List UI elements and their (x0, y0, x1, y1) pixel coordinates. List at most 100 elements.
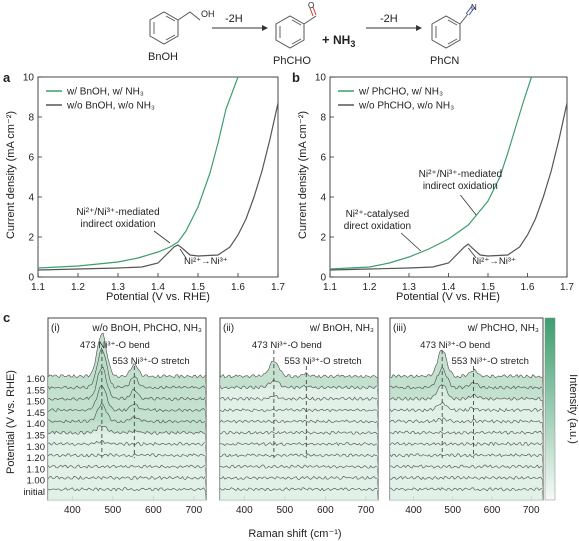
legend-entry-a: w/ BnOH, w/ NH₃ (66, 87, 144, 98)
xtick-label-a: 1.2 (71, 282, 85, 293)
band-label-553: 553 Ni³⁺-O stretch (284, 356, 361, 367)
spectrum-fill-1 (48, 348, 206, 400)
annotation-b: Ni²⁺-catalysed (346, 209, 410, 220)
bnoh-substituent: OH (201, 9, 215, 19)
spectrum-fill-2 (220, 465, 378, 479)
potential-label: 1.40 (27, 419, 46, 430)
panel-label-b: b (292, 70, 300, 85)
xtick-label-b: 1.6 (521, 282, 535, 293)
spectrum-line-1 (47, 464, 206, 469)
spectrum-fill-1 (48, 385, 206, 423)
spectrum-fill-1 (48, 487, 206, 502)
series-line-b-1 (329, 102, 568, 271)
phcn-label: PhCN (430, 55, 459, 67)
spectrum-fill-3 (390, 384, 543, 411)
colorbar (544, 317, 556, 501)
molecule-bnoh: OH BnOH (148, 9, 215, 63)
spectrum-line-3 (389, 475, 543, 480)
spectrum-line-1 (47, 385, 206, 413)
potential-label: 1.55 (27, 385, 46, 396)
raman-title: w/o BnOH, PhCHO, NH₃ (91, 323, 202, 334)
potential-label: 1.35 (27, 431, 46, 442)
spectrum-line-3 (389, 453, 543, 458)
xtick-label-c: 600 (484, 505, 501, 516)
band-label-473: 473 Ni³⁺-O bend (420, 340, 490, 351)
spectrum-line-2 (219, 453, 378, 458)
spectrum-fill-1 (48, 367, 206, 411)
spectrum-fill-2 (220, 408, 378, 423)
spectrum-fill-3 (390, 367, 543, 400)
potential-label: 1.00 (27, 476, 46, 487)
annotation-arrow-b (460, 194, 477, 216)
raman-tag: (i) (51, 323, 60, 334)
spectrum-fill-3 (390, 453, 543, 468)
annotation-arrow-a (179, 248, 187, 259)
potential-label: initial (23, 487, 45, 498)
spectrum-line-3 (389, 464, 543, 469)
panel-b: b Current density (mA cm⁻²) Potential (V… (292, 70, 574, 303)
spectrum-fill-2 (220, 476, 378, 490)
step2-label: -2H (380, 13, 398, 25)
annotation-arrow-a (153, 230, 171, 244)
xtick-label-a: 1.3 (111, 282, 125, 293)
phcn-substituent: N (471, 3, 477, 12)
annotation-b: Ni²⁺→Ni³⁺ (472, 256, 516, 267)
spectrum-line-2 (219, 379, 378, 390)
xtick-label-a: 1.1 (31, 282, 45, 293)
spectrum-line-1 (47, 347, 206, 390)
xtick-label-a: 1.4 (151, 282, 165, 293)
ytick-label-b: 0 (320, 273, 326, 284)
band-label-553: 553 Ni³⁺-O stretch (452, 356, 529, 367)
spectrum-line-1 (48, 366, 206, 401)
raman-title: w/ BnOH, NH₃ (309, 323, 374, 334)
phcho-label: PhCHO (273, 55, 311, 67)
spectrum-fill-2 (220, 379, 378, 400)
spectrum-line-1 (47, 402, 206, 424)
ytick-label-a: 6 (28, 153, 34, 164)
xtick-label-c: 400 (64, 505, 81, 516)
spectrum-fill-3 (390, 476, 543, 490)
xtick-label-c: 500 (276, 505, 293, 516)
xtick-label-b: 1.7 (560, 282, 574, 293)
spectrum-fill-3 (390, 402, 543, 423)
plus-sign: + (322, 32, 330, 47)
spectrum-line-3 (389, 430, 543, 435)
spectrum-fill-2 (220, 453, 378, 468)
xtick-label-c: 500 (104, 505, 121, 516)
ylabel-b: Current density (mA cm⁻²) (297, 111, 309, 239)
annotation-a: Ni²⁺→Ni³⁺ (184, 256, 228, 267)
molecule-phcho: O PhCHO (273, 1, 317, 67)
spectrum-line-3 (389, 487, 543, 492)
spectrum-line-2 (219, 464, 378, 469)
spectrum-fill-1 (48, 425, 206, 445)
spectrum-fill-3 (390, 350, 543, 389)
ytick-label-b: 2 (320, 233, 326, 244)
spectrum-line-3 (389, 402, 543, 413)
potential-label: 1.60 (27, 374, 46, 385)
spectrum-fill-2 (220, 419, 378, 434)
xtick-label-b: 1.4 (442, 282, 456, 293)
spectrum-line-1 (47, 453, 206, 458)
panel-c: c Potential (V vs. RHE) Raman shift (cm⁻… (3, 310, 579, 540)
spectrum-line-2 (219, 430, 378, 435)
spectrum-line-2 (219, 360, 378, 379)
xtick-label-a: 1.7 (271, 282, 285, 293)
spectrum-fill-1 (48, 403, 206, 434)
raman-title: w/ PhCHO, NH₃ (467, 323, 539, 334)
annotation-b: Ni²⁺/Ni³⁺-mediated (419, 169, 502, 180)
annotation-arrow-b (400, 232, 422, 252)
xtick-label-b: 1.1 (323, 282, 337, 293)
ytick-label-a: 8 (28, 113, 34, 124)
legend-entry-b: w/o PhCHO, w/o NH₃ (358, 101, 454, 112)
xlabel-a: Potential (V vs. RHE) (106, 291, 210, 303)
spectrum-line-1 (47, 487, 206, 492)
ytick-label-b: 4 (320, 193, 326, 204)
spectrum-line-2 (219, 419, 378, 424)
spectrum-line-3 (389, 441, 543, 447)
spectrum-line-1 (47, 425, 206, 435)
spectrum-line-1 (47, 332, 206, 379)
spectrum-fill-1 (48, 453, 206, 468)
spectrum-fill-1 (48, 465, 206, 479)
xtick-label-c: 500 (444, 505, 461, 516)
